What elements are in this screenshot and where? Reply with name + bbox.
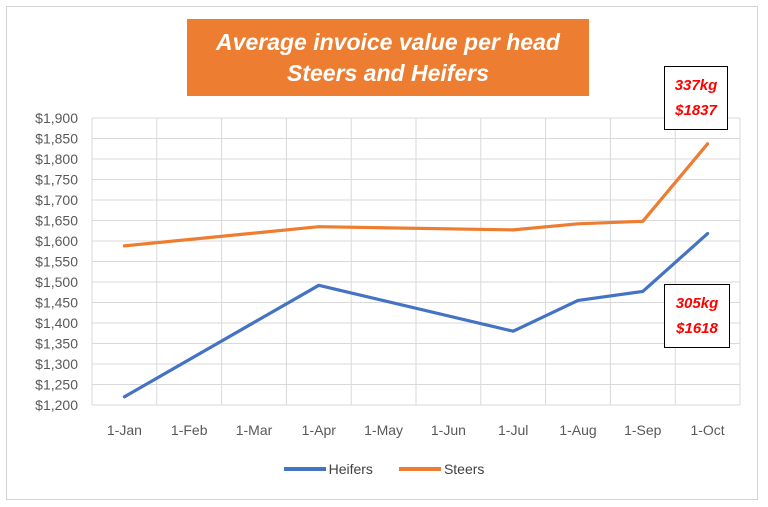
y-tick-label-1450: $1,450 [35,295,78,311]
y-tick-label-1350: $1,350 [35,336,78,352]
series-line-heifers [122,232,710,399]
heifers-callout-weight: 305kg [675,295,719,312]
y-tick-label-1750: $1,750 [35,172,78,188]
legend-label-heifers: Heifers [328,461,373,477]
legend-swatch-steers [398,467,441,471]
y-tick-label-1650: $1,650 [35,213,78,229]
y-tick-label-1400: $1,400 [35,315,78,331]
y-tick-label-1200: $1,200 [35,397,78,413]
y-tick-label-1800: $1,800 [35,151,78,167]
y-tick-label-1600: $1,600 [35,233,78,249]
x-tick-label-1-Jul: 1-Jul [498,422,528,438]
legend-item-heifers: Heifers [283,461,373,477]
legend-swatch-heifers [283,467,326,471]
y-tick-label-1300: $1,300 [35,356,78,372]
x-tick-label-1-Feb: 1-Feb [171,422,208,438]
y-tick-label-1250: $1,250 [35,377,78,393]
steers-callout-value: $1837 [675,102,717,119]
x-tick-label-1-May: 1-May [364,422,403,438]
y-tick-label-1850: $1,850 [35,131,78,147]
x-tick-label-1-Aug: 1-Aug [559,422,596,438]
x-tick-label-1-Apr: 1-Apr [302,422,337,438]
x-tick-label-1-Mar: 1-Mar [236,422,273,438]
chart-title: Average invoice value per head Steers an… [187,19,589,96]
y-tick-label-1900: $1,900 [35,110,78,126]
x-tick-label-1-Oct: 1-Oct [690,422,724,438]
series-line-steers [122,142,710,248]
y-tick-label-1500: $1,500 [35,274,78,290]
heifers-callout-value: $1618 [676,320,718,337]
y-tick-label-1550: $1,550 [35,254,78,270]
chart-title-line-1: Average invoice value per head [216,28,560,55]
legend-label-steers: Steers [443,461,485,477]
steers-callout: 337kg $1837 [664,66,728,130]
legend-item-steers: Steers [398,461,485,477]
y-tick-label-1700: $1,700 [35,192,78,208]
x-tick-label-1-Jun: 1-Jun [431,422,466,438]
steers-callout-weight: 337kg [674,77,718,94]
chart-legend: Heifers Steers [0,461,768,477]
chart-title-line-2: Steers and Heifers [287,59,489,86]
heifers-callout: 305kg $1618 [664,284,730,348]
x-tick-label-1-Jan: 1-Jan [107,422,142,438]
x-tick-label-1-Sep: 1-Sep [624,422,662,438]
